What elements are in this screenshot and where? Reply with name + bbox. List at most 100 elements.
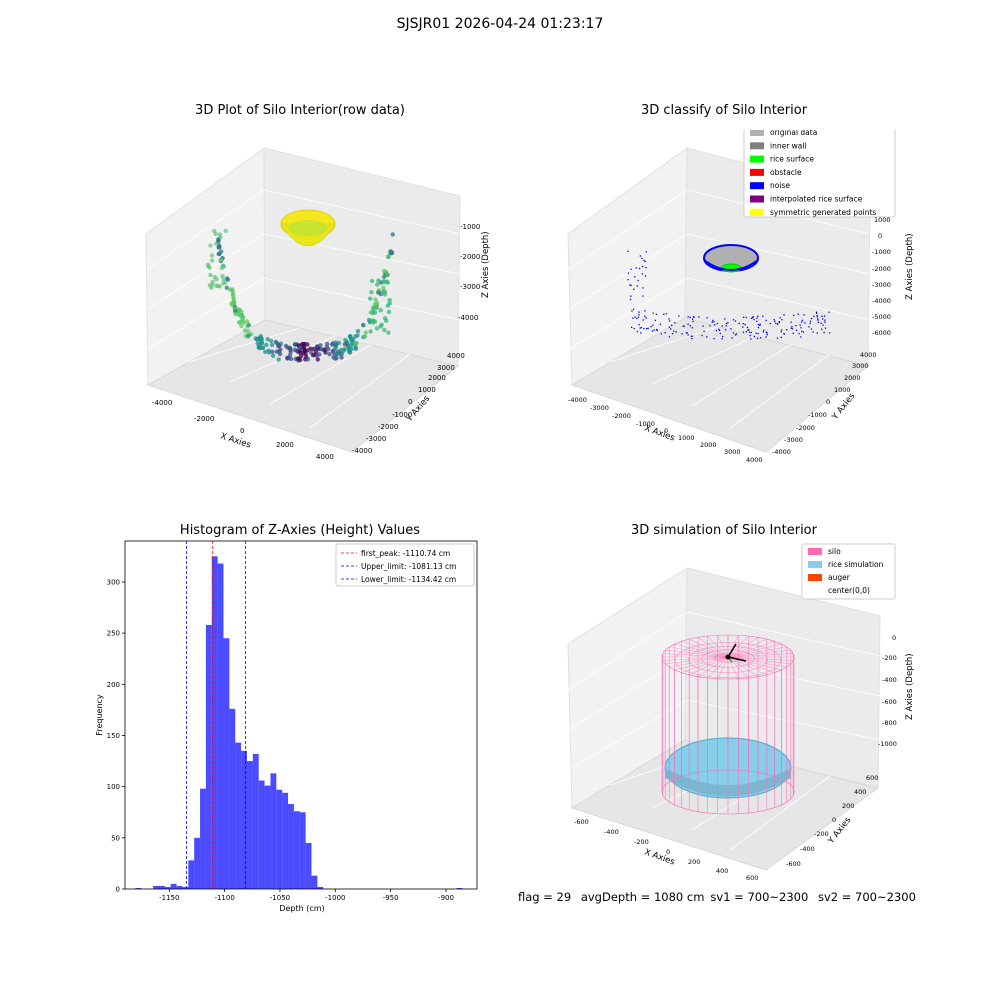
- noise-point: [634, 316, 636, 318]
- noise-point: [757, 332, 759, 335]
- noise-point: [651, 330, 654, 332]
- y-tick-label: 50: [111, 834, 120, 842]
- noise-point: [745, 316, 747, 319]
- histogram-chart: -1150 -1100 -1050 -1000 -950 -900 0 50 100 150 200…: [95, 540, 478, 913]
- raw-point: [219, 249, 224, 254]
- raw-point: [382, 289, 388, 295]
- noise-point: [781, 319, 783, 321]
- noise-point: [762, 315, 764, 317]
- raw-point: [286, 355, 291, 360]
- raw-point: [209, 285, 214, 290]
- noise-point: [713, 337, 715, 340]
- sim-ytick-7: 600: [866, 774, 878, 782]
- noise-point: [642, 319, 644, 321]
- noise-point: [670, 328, 672, 330]
- classify-legend-swatch-4: [750, 182, 764, 190]
- noise-point: [753, 335, 756, 338]
- raw-point: [350, 340, 355, 346]
- noise-point: [759, 323, 761, 325]
- classify-xtick-8: 3000: [724, 448, 741, 456]
- raw-point: [263, 349, 268, 355]
- noise-point: [722, 335, 724, 338]
- sim-legend-label-1: rice simulation: [828, 560, 884, 569]
- silo-roof-spoke: [727, 653, 794, 658]
- classify-legend-label-2: rice surface: [770, 155, 814, 164]
- raw-point: [379, 322, 384, 327]
- raw-point: [217, 232, 223, 237]
- noise-point: [689, 316, 691, 318]
- histogram-bar: [241, 750, 247, 889]
- noise-point: [703, 330, 705, 333]
- raw-point: [347, 350, 352, 355]
- noise-point: [732, 319, 735, 321]
- noise-point: [652, 324, 654, 326]
- raw-point: [370, 305, 376, 311]
- noise-point: [756, 320, 758, 322]
- noise-point: [644, 275, 647, 277]
- noise-point: [809, 322, 811, 325]
- sim-legend-label-2: auger: [828, 573, 851, 582]
- raw-point: [323, 350, 328, 355]
- raw-point: [269, 338, 274, 344]
- x-tick-label: -1000: [325, 894, 345, 902]
- noise-point: [821, 328, 823, 330]
- noise-point: [716, 322, 719, 325]
- sim-legend-label-3: center(0,0): [828, 586, 870, 595]
- noise-point: [701, 334, 703, 337]
- raw-point: [277, 343, 282, 348]
- histogram-bar: [288, 804, 294, 889]
- classify-legend-label-0: original data: [770, 130, 817, 137]
- noise-point: [630, 295, 632, 297]
- noise-point: [744, 323, 746, 326]
- noise-point: [745, 331, 747, 333]
- noise-point: [816, 316, 818, 318]
- noise-point: [718, 329, 721, 332]
- classify-legend-label-5: interpolated rice surface: [770, 195, 863, 204]
- raw-point: [386, 254, 391, 260]
- raw-point: [300, 342, 305, 347]
- raw-point: [369, 278, 375, 284]
- raw-point: [369, 318, 374, 323]
- silo-roof-spoke: [727, 646, 787, 658]
- raw-xtick-5: 4000: [316, 453, 334, 461]
- classify-ztick-4: -3000: [872, 281, 891, 289]
- noise-point: [692, 320, 694, 323]
- noise-point: [750, 317, 753, 319]
- histogram-legend: first_peak: -1110.74 cm Upper_limit: -108…: [335, 543, 475, 587]
- noise-point: [698, 316, 700, 318]
- noise-point: [668, 336, 671, 338]
- noise-point: [792, 332, 794, 334]
- noise-point: [711, 321, 713, 323]
- noise-point: [795, 329, 798, 331]
- raw-point: [324, 345, 330, 350]
- x-tick-label: -1050: [270, 894, 290, 902]
- sim-xtick-2: -400: [604, 828, 619, 836]
- noise-point: [691, 327, 693, 329]
- noise-point: [692, 318, 694, 320]
- noise-point: [746, 326, 749, 329]
- raw-point: [388, 249, 394, 254]
- raw-point: [298, 357, 303, 363]
- sim-ytick-2: -400: [800, 845, 815, 853]
- noise-point: [751, 316, 754, 319]
- noise-point: [760, 337, 762, 339]
- noise-point: [753, 318, 755, 321]
- raw-point: [246, 333, 251, 338]
- noise-point: [780, 331, 782, 333]
- noise-point: [821, 315, 823, 317]
- noise-point: [681, 333, 683, 335]
- noise-point: [783, 333, 785, 335]
- raw-point: [342, 347, 347, 352]
- raw-ztick-3: -2000: [460, 253, 480, 261]
- noise-point: [743, 316, 745, 318]
- noise-point: [816, 312, 818, 314]
- sim-legend-swatch-2: [808, 574, 822, 581]
- noise-point: [640, 332, 642, 334]
- noise-point: [638, 314, 640, 316]
- histogram-xlabel: Depth (cm): [279, 904, 324, 913]
- simulation-plot-title: 3D simulation of Silo Interior: [631, 523, 817, 538]
- sim-ztick-1: -1000: [878, 740, 897, 748]
- noise-point: [690, 335, 692, 337]
- noise-point: [638, 311, 640, 313]
- raw-point: [214, 277, 219, 282]
